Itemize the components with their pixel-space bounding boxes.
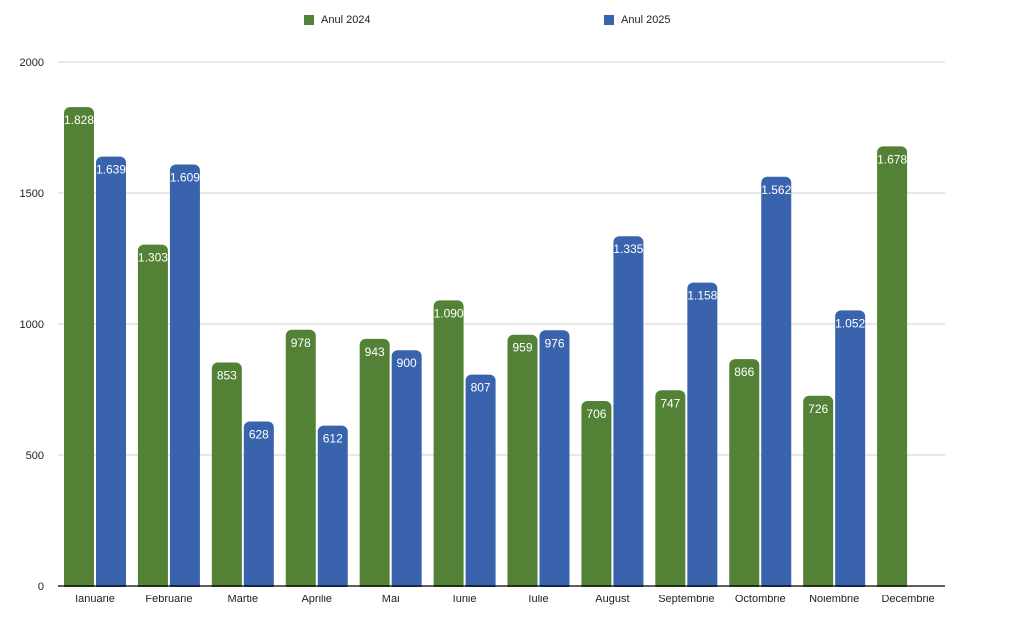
bar-0-5 [433,300,464,592]
x-tick-label-9: Octombrie [735,593,786,605]
bar-0-7 [581,401,612,592]
data-label-1-5: 807 [471,381,491,395]
bar-1-2 [243,421,274,592]
data-label-1-4: 900 [397,356,417,370]
y-tick-label-1500: 1500 [20,188,44,200]
bar-0-0 [64,107,94,593]
data-label-1-10: 1.052 [835,316,865,330]
data-label-1-2: 628 [249,427,269,441]
data-label-0-10: 726 [808,402,828,416]
y-tick-label-2000: 2000 [20,57,44,69]
x-tick-label-6: Iulie [528,593,548,605]
data-label-0-9: 866 [734,365,754,379]
bar-0-1 [137,244,168,592]
data-label-0-0: 1.828 [64,113,94,127]
x-tick-label-8: Septembrie [658,593,714,605]
data-label-1-7: 1.335 [613,242,643,256]
data-label-1-1: 1.609 [170,170,200,184]
baseline-mask [58,587,945,595]
bar-1-7 [613,236,644,593]
x-tick-label-1: Februarie [145,593,192,605]
data-label-1-0: 1.639 [96,163,126,177]
x-tick-label-10: Noiembrie [809,593,859,605]
x-tick-label-0: Ianuarie [75,593,115,605]
data-label-0-6: 959 [512,341,532,355]
y-tick-label-0: 0 [38,581,44,593]
bar-1-3 [317,425,348,592]
legend-swatch-2025 [604,15,614,25]
data-label-0-2: 853 [217,369,237,383]
bar-0-4 [359,338,390,592]
bar-1-5 [465,374,496,592]
x-tick-label-7: August [595,593,629,605]
data-label-0-5: 1.090 [434,306,464,320]
data-label-1-3: 612 [323,432,343,446]
x-tick-label-4: Mai [382,593,400,605]
bar-1-6 [539,330,570,592]
bar-0-10 [803,395,834,592]
data-label-1-6: 976 [544,336,564,350]
legend-label-2024: Anul 2024 [321,14,371,26]
data-label-0-7: 706 [586,407,606,421]
bar-0-6 [507,334,538,592]
bar-0-9 [729,359,760,592]
bar-0-8 [655,390,686,592]
legend-item-2024: Anul 2024 [304,12,371,28]
bar-1-1 [169,164,200,592]
x-tick-label-11: Decembrie [881,593,934,605]
legend-label-2025: Anul 2025 [621,14,671,26]
x-tick-label-5: Iunie [453,593,477,605]
data-label-0-11: 1.678 [877,152,907,166]
y-tick-label-500: 500 [26,450,44,462]
data-label-1-9: 1.562 [761,183,791,197]
bar-0-3 [285,329,316,592]
data-label-0-1: 1.303 [138,251,168,265]
data-label-0-3: 978 [291,336,311,350]
bar-0-2 [211,362,242,592]
bar-1-9 [761,176,792,593]
bar-1-0 [96,156,126,592]
bar-0-11 [877,146,908,592]
legend-item-2025: Anul 2025 [604,12,671,28]
legend-swatch-2024 [304,15,314,25]
x-tick-label-3: Aprilie [301,593,332,605]
data-label-0-4: 943 [365,345,385,359]
bar-1-8 [687,282,718,592]
data-label-1-8: 1.158 [687,289,717,303]
data-label-0-8: 747 [660,396,680,410]
bar-1-10 [835,310,866,592]
y-tick-label-1000: 1000 [20,319,44,331]
x-tick-label-2: Martie [228,593,259,605]
bar-1-4 [391,350,422,592]
